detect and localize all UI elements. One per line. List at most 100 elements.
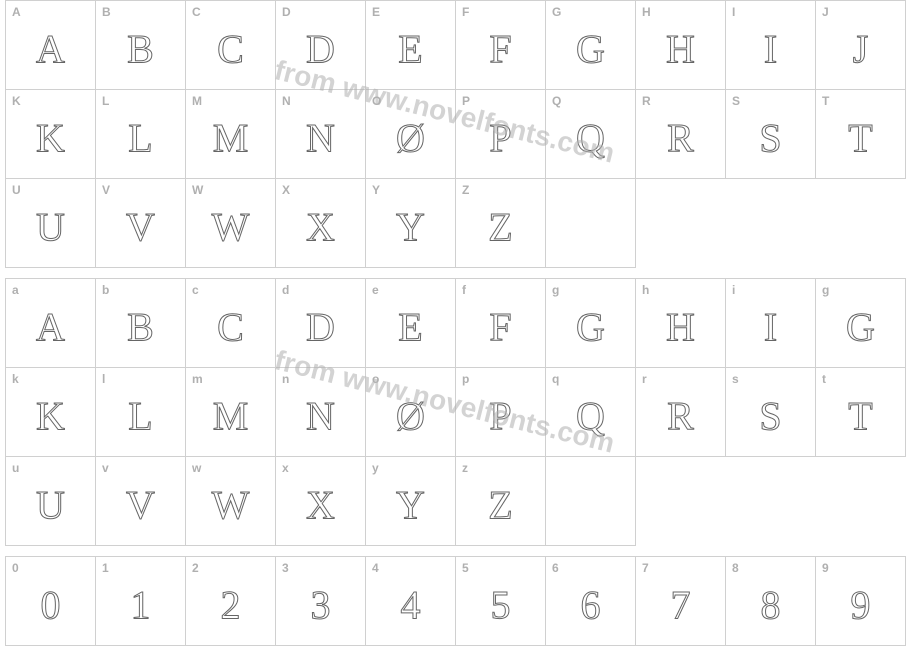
- glyph-cell[interactable]: YY: [366, 179, 456, 268]
- glyph-cell[interactable]: oØ: [366, 368, 456, 457]
- glyph-cell[interactable]: JJ: [816, 1, 906, 90]
- glyph-cell[interactable]: PP: [456, 90, 546, 179]
- glyph-key-label: d: [282, 283, 289, 297]
- glyph-cell[interactable]: ZZ: [456, 179, 546, 268]
- font-character-map: AABBCCDDEEFFGGHHIIJJKKLLMMNNOØPPQQRRSSTT…: [0, 0, 911, 646]
- glyph-cell[interactable]: 33: [276, 557, 366, 646]
- glyph-display: 7: [671, 582, 691, 629]
- glyph-cell[interactable]: AA: [6, 1, 96, 90]
- glyph-display: H: [666, 304, 695, 351]
- glyph-cell[interactable]: mM: [186, 368, 276, 457]
- glyph-cell[interactable]: cC: [186, 279, 276, 368]
- glyph-cell[interactable]: yY: [366, 457, 456, 546]
- glyph-cell[interactable]: VV: [96, 179, 186, 268]
- glyph-cell[interactable]: KK: [6, 90, 96, 179]
- glyph-cell[interactable]: XX: [276, 179, 366, 268]
- glyph-cell[interactable]: iI: [726, 279, 816, 368]
- glyph-cell[interactable]: HH: [636, 1, 726, 90]
- glyph-key-label: 7: [642, 561, 649, 575]
- glyph-row: AABBCCDDEEFFGGHHIIJJ: [5, 0, 906, 90]
- glyph-display: G: [576, 304, 605, 351]
- glyph-cell[interactable]: 44: [366, 557, 456, 646]
- glyph-display: 9: [851, 582, 871, 629]
- glyph-cell[interactable]: uU: [6, 457, 96, 546]
- glyph-key-label: I: [732, 5, 735, 19]
- glyph-cell[interactable]: rR: [636, 368, 726, 457]
- glyph-cell[interactable]: 55: [456, 557, 546, 646]
- glyph-display: S: [759, 115, 781, 162]
- glyph-display: V: [126, 204, 155, 251]
- glyph-display: F: [489, 304, 511, 351]
- glyph-display: G: [576, 26, 605, 73]
- glyph-cell[interactable]: pP: [456, 368, 546, 457]
- glyph-cell[interactable]: wW: [186, 457, 276, 546]
- glyph-cell[interactable]: 00: [6, 557, 96, 646]
- glyph-key-label: i: [732, 283, 735, 297]
- glyph-cell[interactable]: vV: [96, 457, 186, 546]
- glyph-cell[interactable]: zZ: [456, 457, 546, 546]
- glyph-cell[interactable]: 11: [96, 557, 186, 646]
- glyph-display: G: [846, 304, 875, 351]
- glyph-cell[interactable]: 99: [816, 557, 906, 646]
- glyph-cell[interactable]: TT: [816, 90, 906, 179]
- glyph-cell[interactable]: GG: [546, 1, 636, 90]
- glyph-display: R: [667, 115, 694, 162]
- glyph-key-label: z: [462, 461, 468, 475]
- glyph-cell[interactable]: [546, 457, 636, 546]
- glyph-cell[interactable]: EE: [366, 1, 456, 90]
- glyph-cell[interactable]: WW: [186, 179, 276, 268]
- glyph-cell[interactable]: aA: [6, 279, 96, 368]
- glyph-cell[interactable]: gG: [816, 279, 906, 368]
- glyph-cell[interactable]: MM: [186, 90, 276, 179]
- glyph-cell[interactable]: BB: [96, 1, 186, 90]
- glyph-key-label: N: [282, 94, 291, 108]
- glyph-cell[interactable]: qQ: [546, 368, 636, 457]
- glyph-cell[interactable]: xX: [276, 457, 366, 546]
- glyph-cell[interactable]: FF: [456, 1, 546, 90]
- glyph-display: H: [666, 26, 695, 73]
- glyph-display: 8: [761, 582, 781, 629]
- glyph-cell[interactable]: lL: [96, 368, 186, 457]
- glyph-display: 3: [311, 582, 331, 629]
- glyph-cell[interactable]: DD: [276, 1, 366, 90]
- glyph-cell[interactable]: 66: [546, 557, 636, 646]
- glyph-cell[interactable]: nN: [276, 368, 366, 457]
- glyph-cell[interactable]: QQ: [546, 90, 636, 179]
- glyph-key-label: 5: [462, 561, 469, 575]
- glyph-cell[interactable]: OØ: [366, 90, 456, 179]
- glyph-cell[interactable]: hH: [636, 279, 726, 368]
- glyph-cell[interactable]: RR: [636, 90, 726, 179]
- glyph-cell[interactable]: gG: [546, 279, 636, 368]
- glyph-cell[interactable]: 88: [726, 557, 816, 646]
- glyph-cell[interactable]: dD: [276, 279, 366, 368]
- glyph-display: A: [36, 26, 65, 73]
- glyph-cell[interactable]: CC: [186, 1, 276, 90]
- glyph-display: K: [36, 393, 65, 440]
- glyph-display: E: [398, 26, 422, 73]
- glyph-key-label: F: [462, 5, 469, 19]
- glyph-cell[interactable]: sS: [726, 368, 816, 457]
- glyph-display: Z: [488, 204, 512, 251]
- glyph-cell[interactable]: bB: [96, 279, 186, 368]
- glyph-display: Z: [488, 482, 512, 529]
- glyph-cell[interactable]: 22: [186, 557, 276, 646]
- glyph-display: I: [764, 304, 777, 351]
- glyph-display: Y: [396, 204, 425, 251]
- glyph-cell[interactable]: [546, 179, 636, 268]
- glyph-key-label: 8: [732, 561, 739, 575]
- glyph-cell[interactable]: SS: [726, 90, 816, 179]
- glyph-cell[interactable]: kK: [6, 368, 96, 457]
- glyph-cell[interactable]: NN: [276, 90, 366, 179]
- glyph-key-label: m: [192, 372, 203, 386]
- glyph-cell[interactable]: 77: [636, 557, 726, 646]
- glyph-cell[interactable]: fF: [456, 279, 546, 368]
- glyph-cell[interactable]: II: [726, 1, 816, 90]
- glyph-key-label: x: [282, 461, 289, 475]
- glyph-row: UUVVWWXXYYZZ: [5, 179, 636, 268]
- glyph-key-label: b: [102, 283, 109, 297]
- glyph-cell[interactable]: UU: [6, 179, 96, 268]
- glyph-cell[interactable]: eE: [366, 279, 456, 368]
- glyph-key-label: O: [372, 94, 381, 108]
- glyph-cell[interactable]: tT: [816, 368, 906, 457]
- glyph-cell[interactable]: LL: [96, 90, 186, 179]
